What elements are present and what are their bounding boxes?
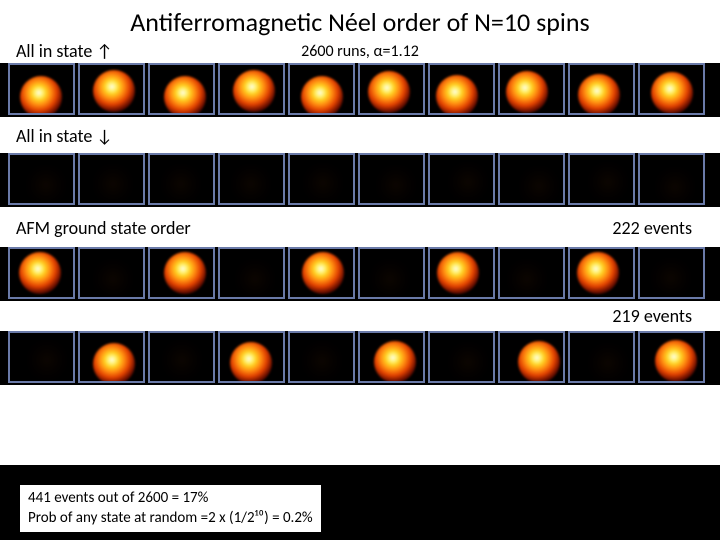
spin-cell <box>8 153 75 205</box>
bright-ion-icon <box>578 74 620 115</box>
bright-ion-icon <box>651 72 693 114</box>
spin-cell <box>8 63 75 115</box>
bright-ion-icon <box>577 252 619 294</box>
bright-ion-icon <box>164 76 206 115</box>
spin-cell <box>568 331 635 383</box>
events-count-a: 222 events <box>612 217 692 239</box>
spin-cell <box>8 331 75 383</box>
spin-cell <box>288 247 355 299</box>
bright-ion-icon <box>437 252 479 294</box>
dark-ion-icon <box>447 341 489 383</box>
spin-cell <box>148 247 215 299</box>
spin-cell <box>78 153 145 205</box>
slide-title: Antiferromagnetic Néel order of N=10 spi… <box>0 0 720 42</box>
bright-ion-icon <box>93 70 135 112</box>
spin-cell <box>638 247 705 299</box>
spin-cell <box>498 331 565 383</box>
spin-row-all-down <box>0 153 720 205</box>
bright-ion-icon <box>19 252 61 294</box>
label-row-1: All in state ↑ <box>16 40 113 62</box>
dark-ion-icon <box>587 342 629 383</box>
bright-ion-icon <box>302 252 344 294</box>
spin-cell <box>498 63 565 115</box>
dark-ion-icon <box>654 166 696 206</box>
dark-ion-icon <box>301 340 343 382</box>
dark-ion-icon <box>447 161 489 203</box>
spin-cell <box>498 247 565 299</box>
dark-ion-icon <box>650 257 692 299</box>
spin-cell <box>428 63 495 115</box>
dark-ion-icon <box>161 339 203 381</box>
spin-cell <box>78 63 145 115</box>
bright-ion-icon <box>506 71 548 113</box>
dark-ion-icon <box>26 339 68 381</box>
bright-ion-icon <box>301 76 343 115</box>
spin-row-afm-b <box>0 331 720 383</box>
spin-cell <box>78 247 145 299</box>
spin-cell <box>358 63 425 115</box>
bright-ion-icon <box>374 341 416 383</box>
bright-ion-icon <box>230 342 272 383</box>
spin-cell <box>78 331 145 383</box>
dark-ion-icon <box>506 258 548 299</box>
spin-cell <box>218 247 285 299</box>
spin-cell <box>358 331 425 383</box>
dark-ion-icon <box>92 258 134 299</box>
spin-cell <box>218 331 285 383</box>
spin-cell <box>148 331 215 383</box>
spin-cell <box>8 247 75 299</box>
spin-cell <box>358 153 425 205</box>
label-row-2: All in state ↓ <box>16 125 113 147</box>
bright-ion-icon <box>20 76 62 115</box>
spin-cell <box>428 247 495 299</box>
spin-cell <box>428 331 495 383</box>
dark-ion-icon <box>230 163 272 205</box>
dark-ion-icon <box>369 258 411 299</box>
dark-ion-icon <box>518 165 560 205</box>
spin-cell <box>218 153 285 205</box>
events-count-b: 219 events <box>612 305 692 327</box>
spin-cell <box>568 63 635 115</box>
bright-ion-icon <box>655 340 697 382</box>
spin-row-all-up <box>0 63 720 115</box>
spin-cell <box>498 153 565 205</box>
footer-line-1: 441 events out of 2600 = 17% <box>28 489 313 509</box>
spin-cell <box>638 63 705 115</box>
dark-ion-icon <box>25 164 67 205</box>
spin-cell <box>568 247 635 299</box>
spin-cell <box>288 153 355 205</box>
bright-ion-icon <box>518 341 560 383</box>
bright-ion-icon <box>233 70 275 112</box>
dark-ion-icon <box>160 163 202 205</box>
dark-ion-icon <box>587 161 629 203</box>
dark-ion-icon <box>375 164 417 205</box>
dark-ion-icon <box>302 162 344 204</box>
bright-ion-icon <box>368 71 410 113</box>
spin-cell <box>638 331 705 383</box>
spin-row-afm-a <box>0 247 720 299</box>
bright-ion-icon <box>436 75 478 115</box>
footer-stats: 441 events out of 2600 = 17% Prob of any… <box>20 485 321 532</box>
spin-cell <box>148 63 215 115</box>
bright-ion-icon <box>164 252 206 294</box>
spin-cell <box>638 153 705 205</box>
spin-cell <box>288 331 355 383</box>
footer-line-2: Prob of any state at random =2 x (1/2¹⁰)… <box>28 509 313 529</box>
bright-ion-icon <box>93 343 135 383</box>
spin-cell <box>288 63 355 115</box>
label-row-3: AFM ground state order <box>16 217 191 239</box>
dark-ion-icon <box>92 163 134 205</box>
spin-cell <box>358 247 425 299</box>
spin-cell <box>148 153 215 205</box>
spin-cell <box>218 63 285 115</box>
spin-cell <box>428 153 495 205</box>
dark-ion-icon <box>234 258 276 299</box>
spin-cell <box>568 153 635 205</box>
